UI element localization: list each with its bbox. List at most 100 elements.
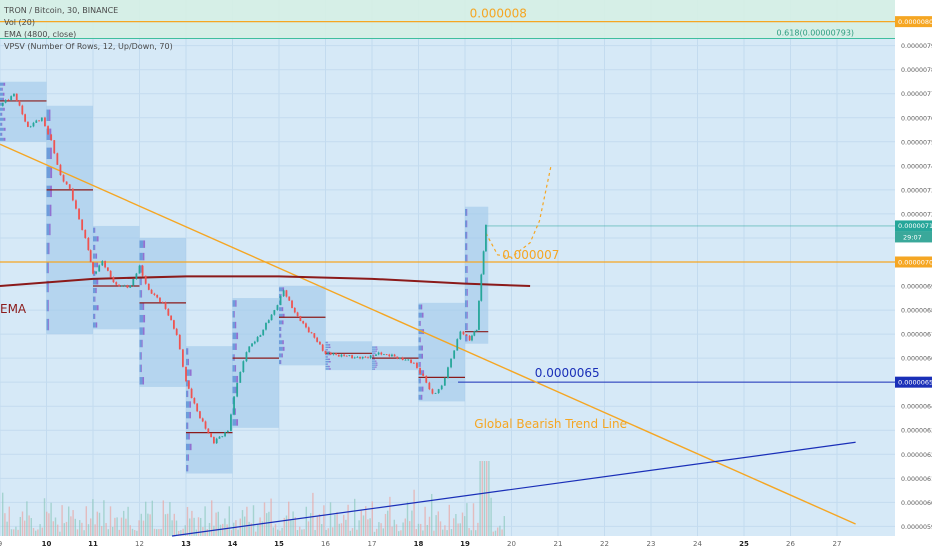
candle-body bbox=[159, 297, 161, 303]
volume-profile-row-down bbox=[95, 322, 98, 328]
price-tick-label: 0.00000780 bbox=[901, 67, 932, 74]
candle-body bbox=[453, 350, 456, 359]
candle-body bbox=[7, 99, 10, 101]
candle-body bbox=[81, 219, 84, 230]
candle-body bbox=[351, 355, 353, 359]
time-tick-label: 20 bbox=[507, 540, 516, 548]
volume-profile-row-down bbox=[3, 137, 6, 141]
volume-bar bbox=[228, 506, 230, 536]
candle-body bbox=[224, 432, 226, 437]
candle-body bbox=[419, 367, 421, 374]
volume-bar bbox=[255, 531, 257, 536]
candle-body bbox=[434, 393, 437, 394]
price-tick-label: 0.00000600 bbox=[901, 500, 932, 507]
price-tick-label: 0.00000670 bbox=[901, 332, 932, 339]
volume-profile-row-up bbox=[232, 375, 237, 383]
candle-body bbox=[161, 302, 164, 303]
volume-bar bbox=[406, 501, 409, 536]
volume-bar bbox=[103, 500, 105, 536]
candle-body bbox=[422, 373, 425, 376]
volume-profile-row-down bbox=[281, 353, 283, 358]
volume-profile-row-down bbox=[3, 127, 6, 131]
candle-body bbox=[104, 261, 106, 268]
volume-profile-row-up bbox=[139, 302, 143, 310]
volume-profile-box bbox=[279, 286, 326, 366]
candle-body bbox=[92, 262, 94, 274]
volume-bar bbox=[492, 531, 494, 536]
volume-profile-row-up bbox=[232, 311, 234, 318]
volume-bar bbox=[411, 510, 413, 536]
volume-profile-row-up bbox=[46, 261, 48, 274]
volume-profile-row-down bbox=[328, 361, 331, 363]
volume-profile-row-down bbox=[280, 327, 282, 331]
volume-bar bbox=[257, 524, 259, 536]
candle-body bbox=[190, 388, 193, 399]
volume-bar bbox=[316, 515, 318, 536]
candle-body bbox=[201, 418, 204, 422]
volume-profile-row-up bbox=[325, 368, 330, 370]
candle-body bbox=[276, 305, 279, 311]
volume-profile-row-up bbox=[325, 361, 329, 363]
volume-bar bbox=[459, 523, 461, 536]
volume-bar bbox=[138, 520, 140, 536]
volume-profile-row-up bbox=[325, 349, 327, 351]
level-65-label: 0.0000065 bbox=[535, 366, 600, 380]
candle-body bbox=[68, 184, 71, 189]
volume-bar bbox=[2, 492, 4, 536]
volume-bar bbox=[404, 518, 406, 536]
volume-profile-row-down bbox=[50, 185, 52, 198]
candle-body bbox=[71, 188, 74, 201]
candle-body bbox=[56, 153, 59, 165]
candle-body bbox=[288, 296, 291, 301]
volume-profile-row-down bbox=[375, 366, 377, 368]
volume-profile-row-down bbox=[328, 351, 331, 353]
candle-body bbox=[353, 357, 356, 359]
volume-bar bbox=[417, 523, 420, 536]
time-tick-label: 13 bbox=[181, 540, 191, 548]
volume-profile-row-up bbox=[186, 465, 188, 472]
volume-profile-row-up bbox=[279, 293, 281, 298]
volume-profile-row-down bbox=[48, 242, 50, 255]
volume-bar bbox=[41, 527, 43, 536]
candle-body bbox=[437, 389, 440, 394]
volume-profile-row-down bbox=[141, 290, 143, 298]
candle-body bbox=[185, 366, 187, 382]
volume-bar bbox=[107, 529, 109, 536]
symbol-title: TRON / Bitcoin, 30, BINANCE bbox=[4, 6, 119, 15]
candle-body bbox=[471, 335, 473, 341]
volume-bar bbox=[259, 517, 261, 536]
volume-bar bbox=[87, 524, 90, 536]
candle-body bbox=[310, 332, 313, 334]
candle-body bbox=[178, 334, 181, 350]
fib-zone bbox=[0, 0, 895, 39]
volume-bar bbox=[76, 529, 79, 536]
time-axis[interactable]: 9 10 11 12 13 14 15 16 17 18 19 20 21 22 23 24 25 26 27 bbox=[0, 540, 841, 548]
candle-body bbox=[170, 315, 173, 321]
volume-profile-row-down bbox=[466, 323, 468, 331]
volume-profile-row-down bbox=[328, 344, 331, 346]
volume-bar bbox=[387, 510, 389, 536]
candle-body bbox=[329, 352, 332, 355]
candle-body bbox=[367, 357, 369, 359]
candle-body bbox=[299, 315, 302, 322]
volume-bar bbox=[237, 529, 239, 536]
volume-profile-row-down bbox=[235, 300, 237, 307]
volume-bar bbox=[147, 513, 149, 536]
price-axis[interactable]: 0.00000590 0.00000600 0.00000610 0.00000620… bbox=[901, 19, 932, 531]
volume-bar bbox=[68, 506, 70, 536]
volume-profile-row-down bbox=[375, 362, 378, 364]
volume-bar bbox=[356, 529, 358, 536]
volume-profile-row-down bbox=[49, 223, 51, 236]
volume-profile-row-up bbox=[372, 346, 376, 348]
candle-body bbox=[270, 314, 273, 321]
candle-body bbox=[416, 362, 418, 368]
volume-bar bbox=[79, 520, 81, 536]
volume-bar bbox=[437, 511, 439, 536]
candles bbox=[1, 93, 487, 445]
volume-bar bbox=[248, 521, 250, 536]
volume-profile-row-down bbox=[420, 378, 421, 384]
volume-profile-row-down bbox=[375, 346, 378, 348]
volume-bar bbox=[483, 461, 486, 536]
volume-bar bbox=[409, 521, 411, 536]
